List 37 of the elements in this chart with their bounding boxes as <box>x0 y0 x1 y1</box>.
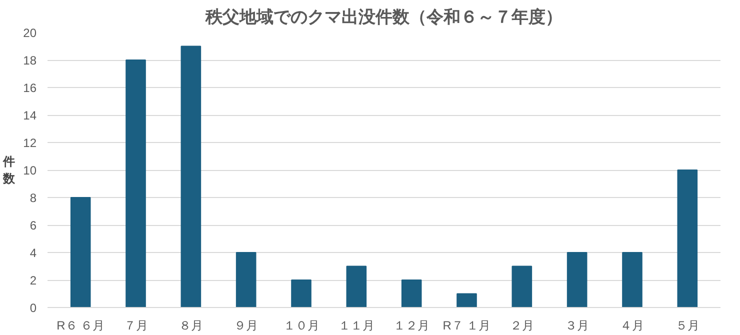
x-tick-label: R７ １月 <box>442 318 491 332</box>
x-tick-label: ４月 <box>620 318 644 332</box>
x-tick-label: R６ ６月 <box>56 318 105 332</box>
bar <box>401 280 422 308</box>
bar <box>512 266 532 308</box>
bar <box>346 266 367 308</box>
y-tick-label: 0 <box>30 301 37 315</box>
chart-title: 秩父地域でのクマ出没件数（令和６～７年度） <box>204 8 562 28</box>
y-axis-title: 件数 <box>2 154 16 186</box>
x-tick-label: １１月 <box>338 318 374 332</box>
y-tick-label: 20 <box>23 26 37 40</box>
x-tick-label: ５月 <box>675 318 700 332</box>
x-tick-label: ８月 <box>178 318 203 332</box>
bar <box>126 60 146 308</box>
bar <box>236 252 256 308</box>
bar <box>566 252 588 308</box>
x-tick-label: ９月 <box>234 318 258 332</box>
y-tick-label: 6 <box>30 218 37 232</box>
y-tick-label: 16 <box>23 81 37 95</box>
bar <box>456 293 477 308</box>
y-tick-label: 8 <box>30 191 37 205</box>
y-tick-label: 18 <box>23 54 37 68</box>
x-tick-label: １０月 <box>283 318 320 332</box>
bar <box>70 197 91 308</box>
bar <box>180 46 202 308</box>
x-tick-label: １２月 <box>394 318 430 332</box>
y-tick-label: 14 <box>23 108 37 122</box>
y-tick-label: 12 <box>23 136 37 150</box>
y-tick-label: 2 <box>30 274 37 288</box>
y-tick-label: 4 <box>30 246 37 260</box>
y-tick-label: 10 <box>23 164 37 178</box>
bar <box>677 170 698 308</box>
x-tick-label: ２月 <box>510 318 534 332</box>
x-tick-label: ３月 <box>565 318 590 332</box>
x-tick-label: ７月 <box>124 318 148 332</box>
bar <box>622 252 642 308</box>
bar <box>291 280 312 308</box>
